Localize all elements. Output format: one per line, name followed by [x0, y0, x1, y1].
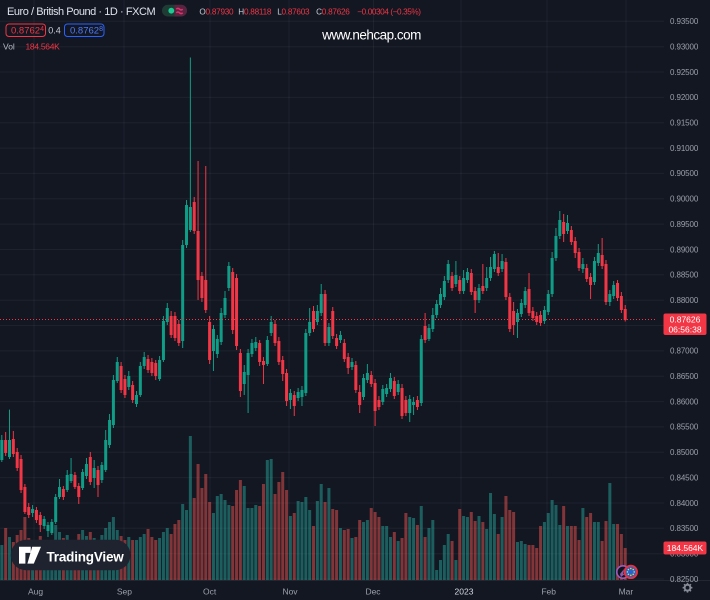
svg-text:0.93000: 0.93000	[670, 43, 699, 52]
svg-text:Feb: Feb	[541, 587, 556, 597]
svg-text:Dec: Dec	[365, 587, 381, 597]
svg-text:Euro / British Pound · 1D · FX: Euro / British Pound · 1D · FXCM	[7, 6, 155, 18]
svg-text:Mar: Mar	[619, 587, 634, 597]
svg-text:Vol: Vol	[3, 42, 15, 52]
svg-text:Sep: Sep	[117, 587, 132, 597]
svg-text:Oct: Oct	[203, 587, 217, 597]
svg-text:Nov: Nov	[282, 587, 298, 597]
svg-text:0.87626: 0.87626	[670, 315, 701, 325]
svg-text:O0.87930: O0.87930	[199, 8, 234, 17]
svg-text:184.564K: 184.564K	[667, 543, 704, 553]
svg-text:0.92500: 0.92500	[670, 68, 699, 77]
svg-text:0.85500: 0.85500	[670, 423, 699, 432]
svg-text:www.nehcap.com: www.nehcap.com	[321, 28, 421, 43]
svg-text:TradingView: TradingView	[47, 550, 125, 565]
svg-text:06:56:38: 06:56:38	[668, 325, 701, 335]
svg-text:0.86000: 0.86000	[670, 397, 699, 406]
svg-text:0.87000: 0.87000	[670, 347, 699, 356]
svg-text:0.89000: 0.89000	[670, 245, 699, 254]
svg-text:0.85000: 0.85000	[670, 448, 699, 457]
svg-text:0.88500: 0.88500	[670, 271, 699, 280]
svg-text:0.87628: 0.87628	[70, 26, 103, 37]
svg-text:0.87624: 0.87624	[11, 26, 44, 37]
svg-text:H0.88118: H0.88118	[238, 8, 272, 17]
svg-text:0.92000: 0.92000	[670, 93, 699, 102]
svg-text:0.88000: 0.88000	[670, 296, 699, 305]
svg-text:−0.00304 (−0.35%): −0.00304 (−0.35%)	[357, 8, 421, 17]
svg-text:0.82500: 0.82500	[670, 575, 699, 584]
svg-text:0.93500: 0.93500	[670, 17, 699, 26]
svg-text:0.91000: 0.91000	[670, 144, 699, 153]
svg-text:184.564K: 184.564K	[26, 42, 61, 52]
svg-text:2023: 2023	[455, 587, 474, 597]
svg-text:0.83500: 0.83500	[670, 524, 699, 533]
svg-text:0.4: 0.4	[48, 26, 61, 36]
svg-text:C0.87626: C0.87626	[316, 8, 350, 17]
svg-text:Aug: Aug	[28, 587, 43, 597]
svg-text:0.84500: 0.84500	[670, 473, 699, 482]
svg-text:0.89500: 0.89500	[670, 220, 699, 229]
svg-text:L0.87603: L0.87603	[277, 8, 310, 17]
svg-text:0.91500: 0.91500	[670, 119, 699, 128]
svg-text:0.90500: 0.90500	[670, 169, 699, 178]
svg-text:0.90000: 0.90000	[670, 195, 699, 204]
svg-text:0.84000: 0.84000	[670, 499, 699, 508]
svg-text:0.86500: 0.86500	[670, 372, 699, 381]
